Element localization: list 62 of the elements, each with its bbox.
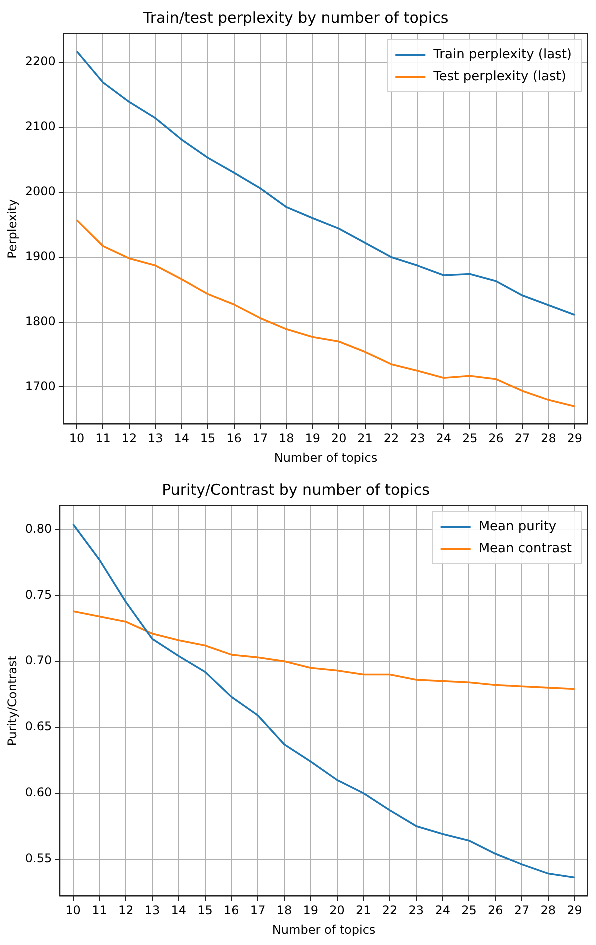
y-tick-label: 0.70 xyxy=(25,654,52,668)
x-tick-label: 23 xyxy=(410,432,426,446)
x-tick-label: 11 xyxy=(96,432,111,446)
x-tick-label: 14 xyxy=(174,432,190,446)
x-tick-label: 19 xyxy=(303,904,319,918)
x-tick-label: 25 xyxy=(462,432,478,446)
chart-title: Train/test perplexity by number of topics xyxy=(142,8,449,27)
y-tick-label: 0.65 xyxy=(25,720,52,734)
x-tick-label: 11 xyxy=(92,904,108,918)
y-tick-label: 0.75 xyxy=(25,588,52,602)
x-tick-label: 24 xyxy=(435,904,450,918)
x-axis-title: Number of topics xyxy=(272,922,376,937)
x-tick-label: 15 xyxy=(198,904,213,918)
x-tick-label: 13 xyxy=(148,432,164,446)
y-tick-label: 0.80 xyxy=(25,522,52,536)
x-tick-label: 19 xyxy=(305,432,321,446)
x-tick-label: 16 xyxy=(224,904,240,918)
x-tick-label: 17 xyxy=(252,432,268,446)
legend-label: Mean purity xyxy=(478,519,557,534)
x-tick-label: 22 xyxy=(384,432,400,446)
x-tick-label: 17 xyxy=(250,904,266,918)
y-tick-label: 2000 xyxy=(25,184,56,199)
chart-title: Purity/Contrast by number of topics xyxy=(162,480,430,499)
x-tick-label: 29 xyxy=(567,904,582,918)
x-tick-label: 21 xyxy=(356,904,372,918)
x-tick-label: 20 xyxy=(330,904,345,918)
x-tick-label: 12 xyxy=(122,432,138,446)
x-tick-label: 27 xyxy=(514,904,530,918)
x-tick-label: 18 xyxy=(279,432,294,446)
legend-label: Train perplexity (last) xyxy=(432,47,572,62)
x-tick-label: 14 xyxy=(171,904,187,918)
x-tick-label: 29 xyxy=(567,432,583,446)
x-tick-label: 10 xyxy=(69,432,85,446)
legend-label: Mean contrast xyxy=(478,541,572,556)
x-tick-label: 24 xyxy=(436,432,452,446)
x-axis-title: Number of topics xyxy=(274,450,378,465)
x-tick-label: 28 xyxy=(540,904,556,918)
y-tick-label: 1900 xyxy=(25,249,56,264)
y-tick-label: 1700 xyxy=(25,379,56,394)
x-tick-label: 28 xyxy=(541,432,556,446)
x-tick-label: 13 xyxy=(144,904,160,918)
x-tick-label: 23 xyxy=(408,904,424,918)
y-tick-label: 2200 xyxy=(25,54,56,69)
x-tick-label: 22 xyxy=(382,904,398,918)
y-axis-title: Perplexity xyxy=(5,199,20,259)
x-tick-label: 12 xyxy=(118,904,134,918)
x-tick-label: 26 xyxy=(488,904,504,918)
x-tick-label: 20 xyxy=(331,432,347,446)
y-axis-title: Purity/Contrast xyxy=(5,656,20,746)
x-tick-label: 25 xyxy=(462,904,477,918)
y-tick-label: 0.60 xyxy=(25,786,52,800)
x-tick-label: 18 xyxy=(276,904,292,918)
legend-label: Test perplexity (last) xyxy=(432,69,566,84)
x-tick-label: 26 xyxy=(488,432,504,446)
x-tick-label: 16 xyxy=(226,432,242,446)
y-tick-label: 0.55 xyxy=(25,851,52,866)
y-tick-label: 1800 xyxy=(25,314,56,328)
x-tick-label: 15 xyxy=(200,432,216,446)
x-tick-label: 10 xyxy=(66,904,81,918)
x-tick-label: 27 xyxy=(514,432,530,446)
x-tick-label: 21 xyxy=(358,432,373,446)
y-tick-label: 2100 xyxy=(25,120,56,134)
